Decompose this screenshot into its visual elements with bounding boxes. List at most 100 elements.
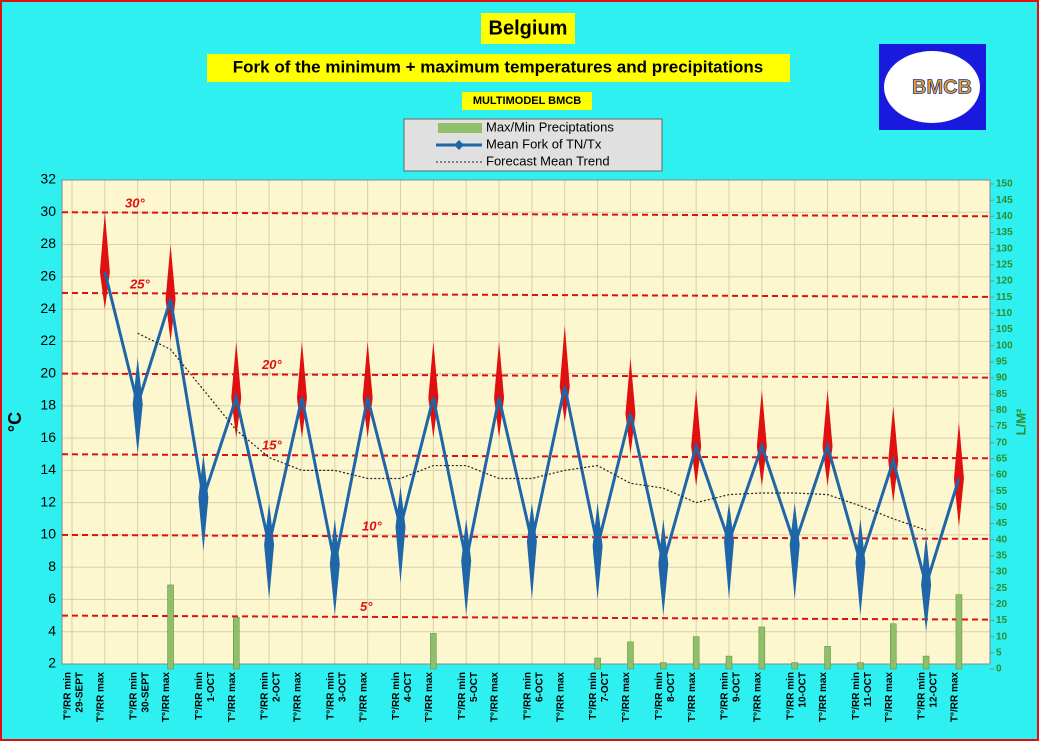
logo-oval: [884, 51, 980, 123]
date-label: 6-OCT: [535, 672, 546, 702]
legend-swatch: [438, 123, 482, 133]
x-tick-label: T°/RR min: [588, 672, 599, 720]
precip-bar: [627, 641, 634, 670]
y2-axis-label: L/M²: [1013, 408, 1028, 435]
y-tick-label: 32: [40, 171, 56, 187]
y2-tick-label: 85: [996, 389, 1008, 400]
date-label: 8-OCT: [666, 672, 677, 702]
y-tick-label: 28: [40, 235, 56, 251]
x-tick-label: T°/RR min: [391, 672, 402, 720]
x-tick-label: T°/RR min: [851, 672, 862, 720]
plot-frame: [61, 179, 991, 665]
precip-bar: [725, 655, 733, 670]
y2-tick-label: 145: [996, 195, 1013, 206]
y2-tick-label: 110: [996, 308, 1013, 319]
y2-tick-label: 75: [996, 421, 1008, 432]
x-tick-label: T°/RR min: [917, 672, 928, 720]
legend-marker: [454, 140, 464, 150]
y2-tick-label: 50: [996, 502, 1008, 513]
y2-tick-label: 100: [996, 340, 1013, 351]
logo-text: BMCB: [912, 76, 972, 98]
y2-tick-label: 130: [996, 243, 1013, 254]
y2-tick-label: 120: [996, 276, 1013, 287]
precip-bar: [430, 633, 437, 670]
x-tick-label: T°/RR min: [128, 672, 139, 720]
x-tick-label: T°/RR min: [63, 672, 74, 720]
reference-label: 25°: [129, 276, 150, 291]
fork-diamond: [724, 502, 734, 600]
y2-tick-label: 150: [996, 179, 1013, 190]
y-tick-label: 20: [40, 364, 56, 380]
precip-bar: [594, 657, 601, 670]
y-tick-label: 2: [48, 655, 56, 671]
y-axis-label: °C: [5, 412, 25, 432]
date-label: 3-OCT: [337, 672, 348, 702]
subtitle: Fork of the minimum + maximum temperatur…: [233, 57, 763, 76]
x-tick-label: T°/RR max: [818, 672, 829, 723]
date-label: 5-OCT: [469, 672, 480, 702]
reference-label: 10°: [362, 518, 382, 533]
y2-tick-label: 25: [996, 583, 1008, 594]
reference-line: [61, 372, 991, 379]
x-tick-label: T°/RR max: [752, 672, 763, 723]
fork-diamond: [691, 389, 702, 487]
reference-label: 15°: [262, 438, 282, 453]
x-tick-label: T°/RR max: [95, 672, 106, 723]
y2-tick-label: 5: [996, 647, 1002, 658]
y2-tick-label: 80: [996, 405, 1008, 416]
precip-bar: [857, 662, 864, 670]
date-label: 12-OCT: [929, 672, 940, 708]
y2-tick-label: 30: [996, 567, 1008, 578]
reference-label: 20°: [261, 357, 282, 372]
y2-tick-label: 0: [996, 664, 1002, 675]
fork-diamond: [395, 486, 406, 584]
y2-tick-label: 10: [996, 631, 1008, 642]
precip-bar: [791, 662, 798, 670]
source: MULTIMODEL BMCB: [473, 95, 581, 107]
y2-tick-label: 95: [996, 356, 1008, 367]
fork-diamond: [953, 422, 964, 527]
y2-tick-label: 65: [996, 453, 1008, 464]
y2-tick-label: 45: [996, 518, 1008, 529]
x-tick-label: T°/RR max: [293, 672, 304, 723]
legend-label: Max/Min Preciptations: [486, 119, 614, 134]
legend-label: Forecast Mean Trend: [486, 153, 610, 168]
fork-diamond: [888, 405, 899, 503]
x-tick-label: T°/RR min: [720, 672, 731, 720]
precip-bar: [824, 646, 831, 670]
y2-tick-label: 105: [996, 324, 1013, 335]
fork-diamond: [789, 502, 800, 600]
y2-tick-label: 125: [996, 259, 1013, 270]
x-tick-label: T°/RR min: [523, 672, 534, 720]
precip-bar: [890, 623, 897, 670]
x-tick-label: T°/RR max: [621, 672, 632, 723]
date-label: 11-OCT: [863, 672, 874, 707]
precip-bar: [692, 636, 700, 670]
x-tick-label: T°/RR max: [884, 672, 895, 723]
precip-bar: [955, 594, 963, 670]
reference-line: [61, 614, 991, 621]
date-label: 1-OCT: [206, 672, 217, 702]
reference-label: 5°: [360, 599, 373, 614]
x-tick-label: T°/RR max: [490, 672, 501, 723]
y-tick-label: 8: [48, 558, 56, 574]
x-tick-label: T°/RR max: [687, 672, 698, 723]
x-tick-label: T°/RR max: [227, 672, 238, 723]
precip-bar: [167, 584, 174, 670]
reference-line: [61, 211, 991, 218]
x-tick-label: T°/RR max: [950, 672, 961, 723]
y-tick-label: 22: [40, 332, 56, 348]
y2-tick-label: 115: [996, 292, 1013, 303]
y-tick-label: 26: [40, 268, 56, 284]
reference-line: [61, 533, 991, 540]
y-tick-label: 6: [48, 590, 56, 606]
mean-line: [103, 271, 961, 591]
precip-bar: [922, 655, 930, 670]
y-tick-label: 10: [40, 526, 56, 542]
date-label: 10-OCT: [797, 672, 808, 708]
y2-tick-label: 55: [996, 486, 1008, 497]
fork-diamond: [329, 518, 340, 616]
x-tick-label: T°/RR max: [161, 672, 172, 723]
legend-label: Mean Fork of TN/Tx: [486, 136, 602, 151]
